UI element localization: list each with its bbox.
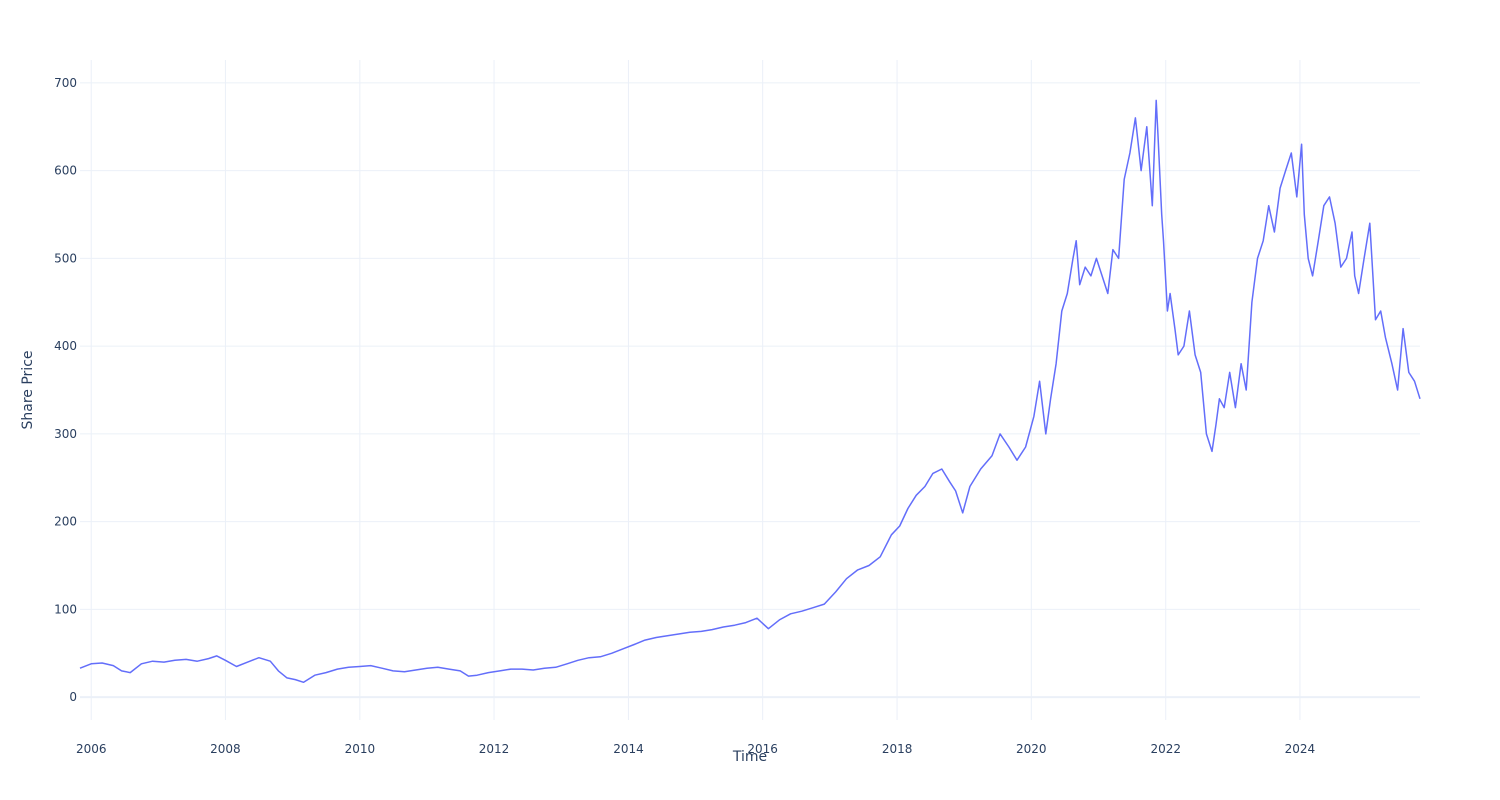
y-tick-label: 300 xyxy=(54,427,77,441)
x-tick-label: 2010 xyxy=(345,742,376,756)
y-tick-labels: 0 100 200 300 400 500 600 700 xyxy=(54,76,77,704)
y-tick-label: 200 xyxy=(54,515,77,529)
x-gridlines xyxy=(90,60,1301,720)
x-tick-label: 2020 xyxy=(1016,742,1047,756)
x-tick-label: 2018 xyxy=(882,742,913,756)
x-tick-label: 2008 xyxy=(210,742,241,756)
y-gridlines xyxy=(80,82,1420,699)
x-tick-label: 2012 xyxy=(479,742,510,756)
y-axis-title: Share Price xyxy=(20,350,36,429)
y-tick-label: 700 xyxy=(54,76,77,90)
x-tick-labels: 2006 2008 2010 2012 2014 2016 2018 2020 2022 2024 xyxy=(76,742,1315,756)
y-tick-label: 400 xyxy=(54,339,77,353)
y-tick-label: 100 xyxy=(54,602,77,616)
share-price-line xyxy=(79,99,1421,684)
x-tick-label: 2022 xyxy=(1150,742,1181,756)
plot-area xyxy=(79,99,1421,684)
x-axis-title: Time xyxy=(732,749,767,765)
x-tick-label: 2016 xyxy=(747,742,778,756)
y-tick-label: 500 xyxy=(54,251,77,265)
y-tick-label: 0 xyxy=(69,690,77,704)
x-tick-label: 2006 xyxy=(76,742,107,756)
y-tick-label: 600 xyxy=(54,164,77,178)
x-tick-label: 2014 xyxy=(613,742,644,756)
x-tick-label: 2024 xyxy=(1285,742,1316,756)
